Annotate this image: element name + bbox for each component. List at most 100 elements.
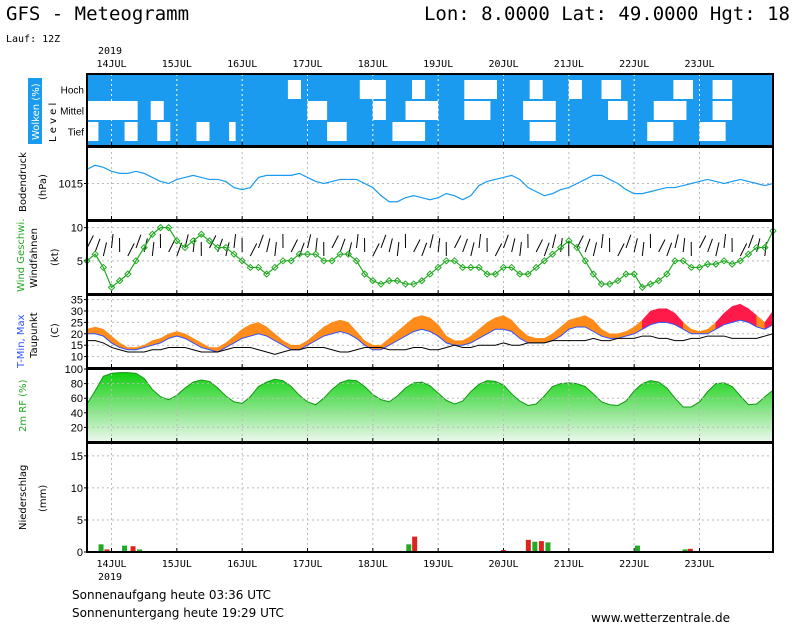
temp-range-segment: [86, 326, 96, 335]
precip-bar: [538, 541, 544, 552]
x-tick-label-top: 15JUL: [162, 59, 192, 70]
wind-barb: [339, 238, 346, 253]
cloud-clear-patch: [372, 101, 386, 120]
wind-speed-marker: [589, 270, 598, 278]
wind-speed-marker: [303, 250, 312, 258]
wind-ytick-label: 5: [77, 256, 83, 268]
year-label-top: 2019: [98, 46, 122, 57]
humidity-ytick-label: 80: [71, 379, 83, 391]
wind-panel: 5 10: [71, 220, 777, 295]
x-tick-label-bottom: 22JUL: [619, 559, 649, 570]
cloud-level-label: Hoch: [61, 86, 84, 97]
wind-barb: [388, 238, 393, 253]
humidity-ytick-label: 40: [71, 408, 83, 420]
wind-speed-marker: [115, 277, 124, 285]
wind-speed-marker: [418, 277, 426, 285]
temp-range-segment: [609, 333, 619, 339]
cloud-clear-patch: [287, 80, 301, 99]
wind-speed-marker: [107, 283, 116, 292]
cloud-clear-patch: [653, 101, 687, 120]
wind-speed-marker: [132, 257, 140, 265]
wind-barb: [592, 242, 598, 257]
pressure-y-labels: Bodendruck (hPa): [18, 152, 49, 212]
wind-barb: [552, 234, 557, 249]
precip-bar: [525, 539, 531, 552]
wind-speed-marker: [99, 263, 108, 272]
x-tick-label-top: 14JUL: [96, 59, 126, 70]
wind-speed-marker: [507, 263, 516, 272]
wind-speed-marker: [360, 270, 369, 278]
x-tick-label-top: 19JUL: [423, 59, 453, 70]
pressure-panel: 1015: [59, 146, 774, 221]
cloud-y-labels: Wolken (%) L e v e l: [28, 78, 59, 144]
pressure-frame: [86, 146, 774, 221]
wind-speed-marker: [328, 257, 336, 265]
wind-speed-marker: [605, 280, 614, 288]
wind-speed-marker: [401, 280, 410, 288]
wind-barb: [715, 242, 720, 257]
cloud-level-label: Tief: [68, 128, 85, 139]
precip-y-labels: Niederschlag (mm): [18, 465, 49, 530]
wind-speed-marker: [426, 270, 434, 278]
wind-barb: [454, 235, 462, 249]
wind-barb: [617, 243, 625, 257]
wind-barb: [511, 238, 516, 253]
temp-range-segment: [740, 303, 749, 323]
cloud-clear-patch: [601, 80, 622, 99]
wind-speed-marker: [295, 250, 304, 258]
wind-barb: [437, 238, 441, 253]
wind-speed-marker: [181, 243, 189, 252]
wind-speed-marker: [279, 257, 287, 265]
wind-ylabel2: Windfahnen: [29, 228, 40, 288]
wind-speed-marker: [630, 270, 638, 278]
pressure-unit: (hPa): [38, 174, 49, 200]
wind-barb: [102, 242, 108, 257]
wind-barb: [258, 234, 264, 249]
cloud-ylabel2: L e v e l: [48, 103, 59, 142]
wind-barb: [413, 239, 421, 253]
wind-unit: (kt): [50, 248, 61, 266]
wind-speed-marker: [752, 243, 761, 252]
wind-speed-marker: [197, 230, 206, 238]
humidity-ytick-label: 20: [71, 422, 83, 434]
wind-speed-marker: [140, 243, 148, 252]
cloud-clear-patch: [464, 80, 497, 99]
model-run: Lauf: 12Z: [6, 34, 60, 45]
x-tick-label-bottom: 14JUL: [96, 559, 126, 570]
wind-speed-marker: [91, 250, 99, 258]
wind-barb: [331, 235, 339, 249]
humidity-line: [86, 372, 774, 408]
wind-barb: [494, 243, 503, 257]
humidity-area: [87, 372, 773, 442]
wind-speed-marker: [336, 250, 344, 258]
wind-speed-marker: [597, 280, 606, 288]
wind-speed-line: [86, 227, 774, 289]
wind-speed-marker: [434, 263, 442, 272]
temp-range-segment: [495, 315, 504, 330]
cloud-clear-patch: [523, 101, 556, 120]
website-link[interactable]: www.wetterzentrale.de: [591, 611, 730, 625]
humidity-panel: 20 40 60 80 100: [65, 364, 774, 443]
temp-unit: (C): [50, 323, 61, 338]
wind-barb: [519, 242, 522, 257]
wind-barb: [274, 242, 277, 257]
wind-speed-marker: [230, 250, 238, 258]
wind-barb: [707, 238, 713, 253]
wind-barb: [127, 243, 135, 257]
wind-barb: [584, 238, 591, 253]
wind-barb: [682, 238, 686, 253]
x-tick-label-bottom: 15JUL: [162, 559, 192, 570]
temp-range-segment: [437, 323, 447, 344]
precip-bar: [98, 544, 104, 552]
wind-speed-marker: [671, 257, 679, 265]
temp-range-segment: [527, 335, 537, 344]
wind-speed-marker: [663, 270, 671, 278]
temp-range-segment: [192, 337, 202, 348]
x-tick-label-top: 17JUL: [292, 59, 322, 70]
cloud-panel: Hoch Mittel Tief: [60, 73, 774, 147]
precip-bar: [687, 548, 693, 552]
wind-speed-marker: [491, 270, 500, 278]
wind-speed-marker: [736, 257, 745, 265]
precip-bar: [137, 549, 143, 552]
cloud-clear-patch: [412, 80, 426, 99]
